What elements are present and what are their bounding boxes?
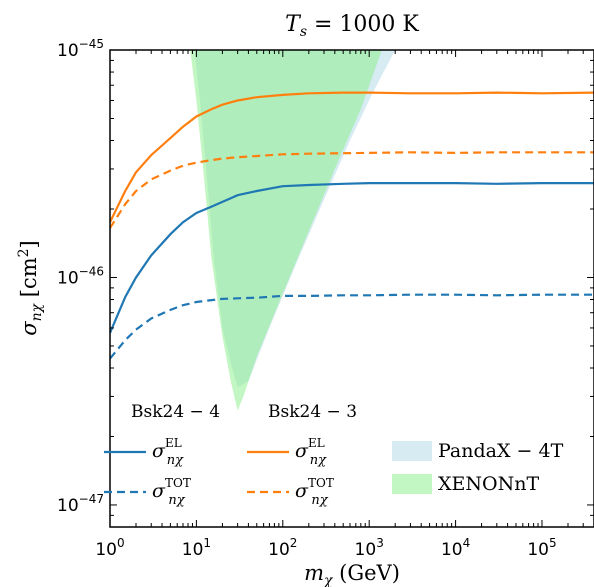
ylabel-sub: nχ — [29, 302, 45, 321]
x-tick-label: 100 — [95, 536, 124, 560]
ylabel-var: σ — [17, 321, 41, 336]
ylabel-sup: 2 — [16, 248, 32, 257]
x-axis-label: mχ (GeV) — [304, 561, 400, 587]
legend-label-bsk24-4-tot: σTOT nχ — [152, 476, 191, 508]
legend-group-label-bsk24-3: Bsk24 − 3 — [268, 402, 357, 422]
y-axis-label: σnχ [cm2] — [16, 240, 45, 336]
chart-title: Ts = 1000 K — [285, 12, 419, 40]
series-line-bsk24-4-tot — [110, 293, 594, 360]
ylabel-end: ] — [17, 240, 41, 248]
legend: Bsk24 − 4 Bsk24 − 3 σEL nχ σTOT nχ σEL nχ σTOT… — [104, 402, 564, 508]
y-tick-label: 10−45 — [57, 37, 104, 61]
title-sub: s — [300, 24, 307, 40]
series-line-bsk24-3-el — [110, 91, 594, 223]
y-tick-label: 10−46 — [57, 264, 104, 288]
x-tick-label: 101 — [182, 536, 211, 560]
x-tick-label: 104 — [441, 536, 470, 560]
series-line-bsk24-3-tot — [110, 151, 594, 229]
x-tick-label: 103 — [355, 536, 384, 560]
legend-label-bsk24-3-tot: σTOT nχ — [295, 476, 334, 508]
y-tick-label: 10−47 — [57, 492, 104, 516]
ylabel-rest: [cm — [17, 257, 41, 304]
axis-ticks: 100 101 102 103 104 105 10−47 10−46 10−45 — [57, 37, 594, 560]
title-rest: = 1000 K — [307, 12, 419, 37]
series-lines — [110, 91, 594, 360]
legend-swatch-pandax-4t — [392, 441, 432, 461]
legend-label-bsk24-4-el: σEL nχ — [152, 436, 184, 468]
legend-label-bsk24-3-el: σEL nχ — [295, 436, 327, 468]
legend-swatch-xenonnt — [392, 474, 432, 494]
legend-label-pandax-4t: PandaX − 4T — [438, 440, 564, 462]
xlabel-rest: (GeV) — [332, 561, 399, 585]
region-xenonnt — [190, 50, 382, 411]
xlabel-sub: χ — [323, 573, 334, 587]
exclusion-regions — [190, 50, 396, 411]
title-var: T — [285, 12, 302, 37]
xlabel-var: m — [304, 561, 324, 585]
x-tick-label: 105 — [527, 536, 556, 560]
series-line-bsk24-4-el — [110, 182, 594, 334]
legend-group-label-bsk24-4: Bsk24 − 4 — [131, 402, 220, 422]
x-tick-label: 102 — [268, 536, 297, 560]
plot-frame — [109, 49, 594, 528]
legend-label-xenonnt: XENONnT — [438, 473, 539, 495]
